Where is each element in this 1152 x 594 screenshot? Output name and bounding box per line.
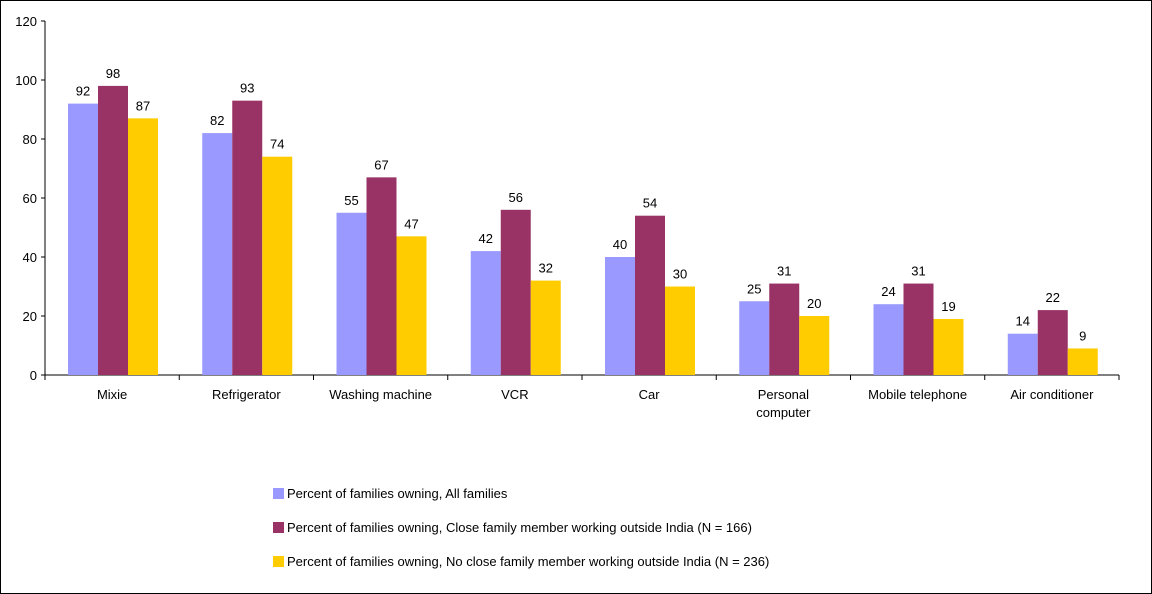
legend-swatch <box>273 555 284 567</box>
data-label: 98 <box>106 66 120 81</box>
y-tick-label: 80 <box>23 132 37 147</box>
data-label: 82 <box>210 113 224 128</box>
legend-item: Percent of families owning, All families <box>273 485 769 501</box>
data-label: 32 <box>539 261 553 276</box>
x-category-label: Mobile telephone <box>868 387 967 402</box>
y-tick-label: 40 <box>23 250 37 265</box>
data-label: 31 <box>777 264 791 279</box>
data-label: 25 <box>747 281 761 296</box>
data-label: 42 <box>479 231 493 246</box>
data-label: 56 <box>509 190 523 205</box>
x-category-label: VCR <box>501 387 528 402</box>
data-label: 55 <box>344 193 358 208</box>
bar <box>739 301 770 375</box>
data-label: 19 <box>941 299 955 314</box>
data-label: 24 <box>881 284 895 299</box>
legend-label: Percent of families owning, Close family… <box>287 519 752 535</box>
legend: Percent of families owning, All families… <box>273 485 769 587</box>
bar <box>128 118 158 375</box>
data-label: 93 <box>240 81 254 96</box>
legend-label: Percent of families owning, No close fam… <box>287 553 770 569</box>
bar <box>665 286 695 375</box>
data-label: 47 <box>404 216 418 231</box>
bar <box>933 318 964 375</box>
bar <box>873 304 904 375</box>
data-label: 30 <box>673 267 687 282</box>
data-label: 54 <box>643 196 657 211</box>
bar <box>799 316 830 375</box>
bar <box>1007 333 1038 375</box>
data-label: 74 <box>270 137 284 152</box>
bar <box>635 215 665 375</box>
bar <box>1037 310 1068 375</box>
bar <box>605 257 635 375</box>
data-label: 14 <box>1016 314 1030 329</box>
bar <box>769 283 800 375</box>
bar <box>232 100 263 376</box>
x-category-label: Washing machine <box>329 387 432 402</box>
bar <box>396 236 427 375</box>
y-tick-label: 60 <box>23 191 37 206</box>
x-category-label: Mixie <box>97 387 127 402</box>
y-tick-label: 100 <box>15 73 37 88</box>
y-tick-label: 0 <box>30 368 37 383</box>
data-labels: 92 98 87 82 93 74 55 67 47 42 56 32 40 54 30 25 31 20 24 31… <box>76 66 1087 344</box>
bar <box>1067 348 1098 375</box>
data-label: 67 <box>374 157 388 172</box>
y-tick-label: 20 <box>23 309 37 324</box>
data-label: 22 <box>1046 290 1060 305</box>
y-axis: 0 20 40 60 80 100 120 <box>15 14 46 383</box>
data-label: 92 <box>76 84 90 99</box>
data-label: 20 <box>807 296 821 311</box>
bar <box>470 251 501 375</box>
bar <box>336 212 367 375</box>
data-label: 31 <box>911 264 925 279</box>
legend-item: Percent of families owning, Close family… <box>273 519 769 535</box>
bar <box>262 156 293 375</box>
legend-label: Percent of families owning, All families <box>287 485 508 501</box>
legend-item: Percent of families owning, No close fam… <box>273 553 769 569</box>
bar <box>530 280 561 375</box>
legend-swatch <box>273 487 284 499</box>
bar <box>98 85 128 376</box>
bar <box>202 133 233 375</box>
bars <box>68 85 1098 376</box>
bar <box>68 103 98 375</box>
bar <box>500 209 531 375</box>
y-tick-label: 120 <box>15 14 37 29</box>
x-category-label: Air conditioner <box>1010 387 1094 402</box>
x-axis: Mixie Refrigerator Washing machine VCR Car Pe… <box>44 374 1120 420</box>
data-label: 40 <box>613 237 627 252</box>
x-category-label: Car <box>639 387 661 402</box>
data-label: 9 <box>1079 328 1086 343</box>
bar <box>903 283 934 375</box>
data-label: 87 <box>136 98 150 113</box>
bar <box>366 177 397 375</box>
x-category-label: Refrigerator <box>212 387 281 402</box>
x-category-label: Personal computer <box>756 387 811 420</box>
legend-swatch <box>273 521 284 533</box>
